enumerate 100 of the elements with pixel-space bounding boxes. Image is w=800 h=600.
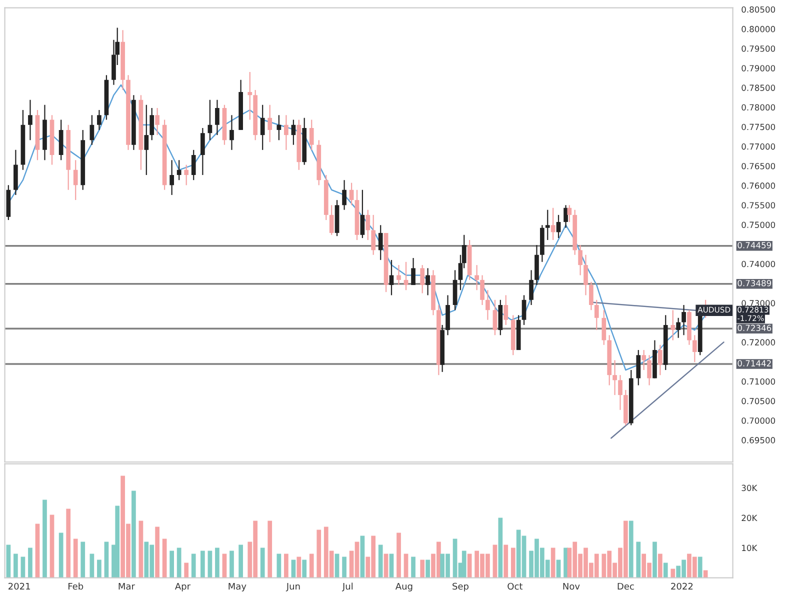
candlestick: [647, 354, 652, 386]
candlestick: [360, 189, 365, 239]
bar: [80, 542, 86, 578]
bar: [462, 550, 466, 578]
y-tick-label: 20K: [742, 514, 758, 522]
bar: [97, 560, 102, 578]
candlestick: [248, 71, 252, 120]
candlestick: [276, 114, 282, 141]
x-tick-label: 2022: [671, 582, 693, 590]
candlestick: [184, 164, 189, 186]
bar: [260, 548, 265, 578]
candlestick: [176, 160, 182, 181]
bar: [309, 554, 314, 578]
candlestick: [612, 360, 617, 396]
bar: [378, 544, 383, 578]
x-tick-label: Mar: [118, 582, 135, 590]
bar: [238, 544, 243, 578]
bar: [396, 532, 401, 578]
x-tick-label: Aug: [395, 582, 412, 592]
candlestick: [215, 99, 220, 136]
bar: [636, 542, 641, 578]
bar: [302, 560, 307, 578]
candlestick: [28, 99, 32, 141]
y-tick-label: 0.75000: [742, 222, 776, 228]
y-tick-label: 0.72000: [742, 339, 776, 346]
candlestick: [420, 264, 425, 294]
y-tick-label: 0.71000: [742, 378, 776, 385]
bar: [14, 554, 18, 578]
bar: [184, 562, 189, 578]
x-tick-label: 2021: [8, 582, 30, 590]
candlestick: [284, 114, 288, 150]
candlestick: [504, 294, 508, 326]
candlestick: [73, 160, 78, 201]
candlestick: [670, 310, 676, 341]
candlestick: [589, 281, 594, 311]
candlestick: [692, 334, 697, 363]
bar: [652, 542, 657, 578]
bar: [420, 560, 425, 578]
bar: [170, 550, 174, 578]
x-tick-label: Feb: [68, 582, 84, 590]
y-tick-label: 0.78000: [742, 104, 776, 111]
candlestick: [676, 317, 681, 338]
candlestick: [474, 264, 479, 291]
bar: [200, 550, 205, 578]
bar: [698, 556, 702, 578]
y-tick-label: 0.79000: [742, 65, 776, 72]
candlestick: [329, 204, 334, 236]
ref-line-label: 0.72346: [738, 324, 772, 332]
candlestick: [584, 254, 588, 296]
x-tick-label: Sep: [452, 582, 468, 592]
candlestick: [492, 299, 498, 336]
candlestick: [426, 268, 430, 296]
y-tick-label: 10K: [742, 544, 758, 552]
bar: [50, 514, 54, 578]
bar: [191, 554, 196, 578]
candlestick: [155, 107, 160, 136]
candlestick: [636, 349, 641, 386]
bar: [316, 530, 322, 578]
candlestick: [642, 349, 646, 371]
candlestick: [594, 299, 599, 331]
y-tick-label: 0.78500: [742, 84, 776, 91]
candlestick: [545, 209, 550, 241]
bar: [42, 500, 47, 578]
ref-line-label: 0.71442: [738, 360, 771, 366]
x-tick-label: Dec: [618, 582, 634, 590]
candlestick: [567, 204, 572, 223]
candlestick: [389, 259, 394, 296]
candlestick: [97, 109, 102, 131]
candlestick: [349, 182, 354, 206]
ref-line-label: 0.73489: [738, 280, 772, 286]
candlestick: [230, 114, 234, 150]
candlestick: [200, 127, 205, 176]
candlestick: [578, 244, 582, 276]
y-tick-label: 0.69500: [742, 437, 776, 444]
bar: [35, 524, 40, 578]
bar: [628, 520, 634, 578]
ref-line-label: 0.74459: [738, 242, 772, 248]
bar: [670, 568, 676, 578]
y-tick-label: 0.70000: [742, 417, 776, 424]
x-tick-label: Jul: [342, 582, 353, 592]
x-tick-label: Jun: [286, 582, 300, 592]
candlestick: [618, 374, 622, 410]
bar: [132, 490, 136, 578]
candlestick: [522, 294, 526, 326]
bar: [176, 548, 182, 578]
candlestick: [682, 304, 686, 336]
bar: [138, 520, 144, 578]
bar: [230, 550, 234, 578]
x-tick-label: Nov: [563, 582, 580, 590]
y-tick-label: 0.77500: [742, 124, 776, 130]
bar: [215, 548, 220, 578]
bar: [115, 506, 120, 578]
bar: [360, 536, 365, 578]
candlestick: [291, 119, 296, 146]
candlestick: [564, 204, 568, 228]
candlestick: [144, 104, 149, 176]
x-tick-label: May: [228, 582, 246, 592]
candlestick: [90, 114, 94, 146]
candlestick: [658, 344, 662, 376]
candlestick: [396, 264, 401, 286]
